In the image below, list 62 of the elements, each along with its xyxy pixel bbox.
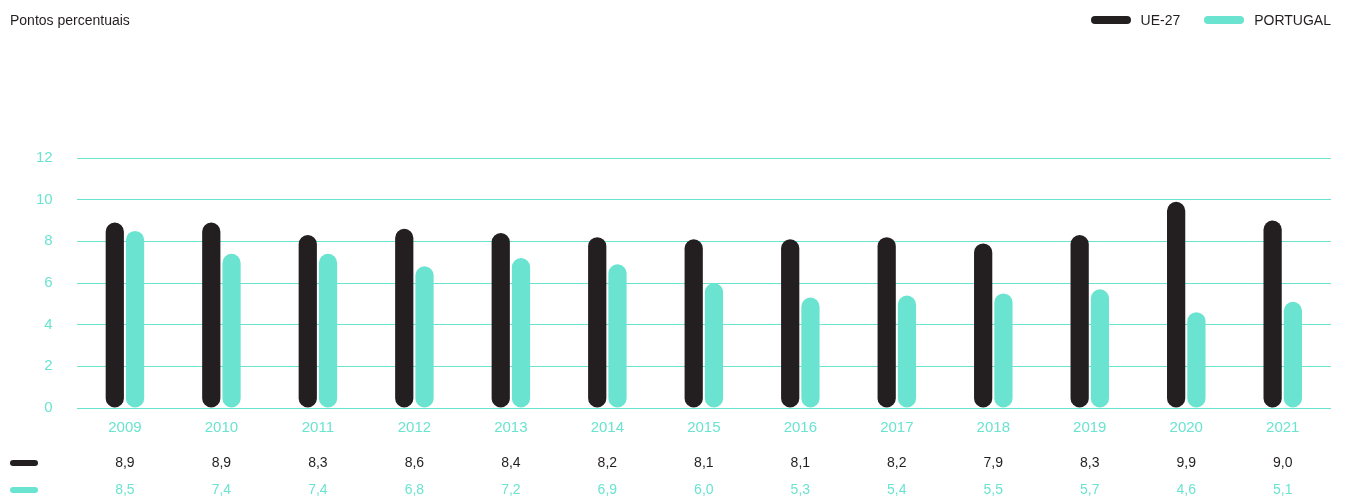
data-label: 6,8 (404, 480, 425, 497)
data-label: 5,4 (887, 480, 907, 497)
data-label: 8,2 (887, 453, 907, 470)
data-label: 5,7 (1080, 480, 1100, 497)
data-label: 8,3 (308, 453, 328, 470)
data-label: 8,3 (1080, 453, 1100, 470)
data-label: 7,4 (211, 480, 232, 497)
bar (1167, 201, 1186, 408)
y-tick-label: 2 (44, 356, 53, 374)
data-label: 4,6 (1176, 480, 1197, 497)
bar (588, 237, 607, 408)
data-label: 8,2 (597, 453, 618, 470)
y-tick-label: 12 (36, 148, 53, 166)
x-tick-label: 2019 (1073, 418, 1107, 436)
bar (202, 222, 221, 408)
bar (974, 243, 993, 408)
x-tick-label: 2020 (1169, 418, 1203, 436)
data-label: 8,1 (694, 453, 714, 470)
data-label: 8,9 (115, 453, 135, 470)
y-tick-label: 0 (44, 398, 53, 416)
x-tick-label: 2014 (590, 418, 625, 436)
x-tick-label: 2016 (783, 418, 818, 436)
data-label: 7,2 (501, 480, 521, 497)
x-tick-label: 2021 (1266, 418, 1300, 436)
y-tick-label: 10 (36, 189, 53, 207)
bar (684, 239, 703, 408)
bar (395, 228, 414, 408)
bar (781, 239, 800, 408)
data-label: 5,3 (790, 480, 811, 497)
data-label: 9,0 (1273, 453, 1293, 470)
bar (105, 222, 124, 408)
data-label: 8,5 (115, 480, 135, 497)
y-tick-label: 8 (44, 231, 53, 249)
data-label: 6,0 (694, 480, 714, 497)
x-tick-label: 2013 (494, 418, 528, 436)
data-label: 8,6 (404, 453, 425, 470)
x-tick-label: 2011 (301, 418, 335, 436)
y-tick-label: 6 (44, 273, 53, 291)
data-label: 8,1 (790, 453, 811, 470)
data-label: 8,4 (501, 453, 521, 470)
data-label: 5,1 (1273, 480, 1293, 497)
bar (1070, 235, 1089, 408)
text: Pontos percentuais (10, 12, 130, 28)
data-label: 8,9 (211, 453, 232, 470)
bar (1263, 220, 1282, 408)
x-tick-label: 2017 (880, 418, 914, 436)
x-tick-label: 2015 (687, 418, 721, 436)
x-tick-label: 2018 (976, 418, 1010, 436)
x-tick-label: 2009 (108, 418, 142, 436)
bar (877, 237, 896, 408)
legend-label: UE-27 (1140, 12, 1181, 28)
data-label: 7,4 (308, 480, 328, 497)
x-tick-label: 2010 (204, 418, 239, 436)
x-tick-label: 2012 (397, 418, 432, 436)
data-label: 5,5 (983, 480, 1004, 497)
bar (491, 233, 510, 408)
data-label: 6,9 (597, 480, 618, 497)
y-tick-label: 4 (44, 314, 53, 332)
data-label: 7,9 (983, 453, 1004, 470)
legend-label: PORTUGAL (1254, 12, 1331, 28)
bar (298, 235, 317, 408)
data-label: 9,9 (1176, 453, 1197, 470)
